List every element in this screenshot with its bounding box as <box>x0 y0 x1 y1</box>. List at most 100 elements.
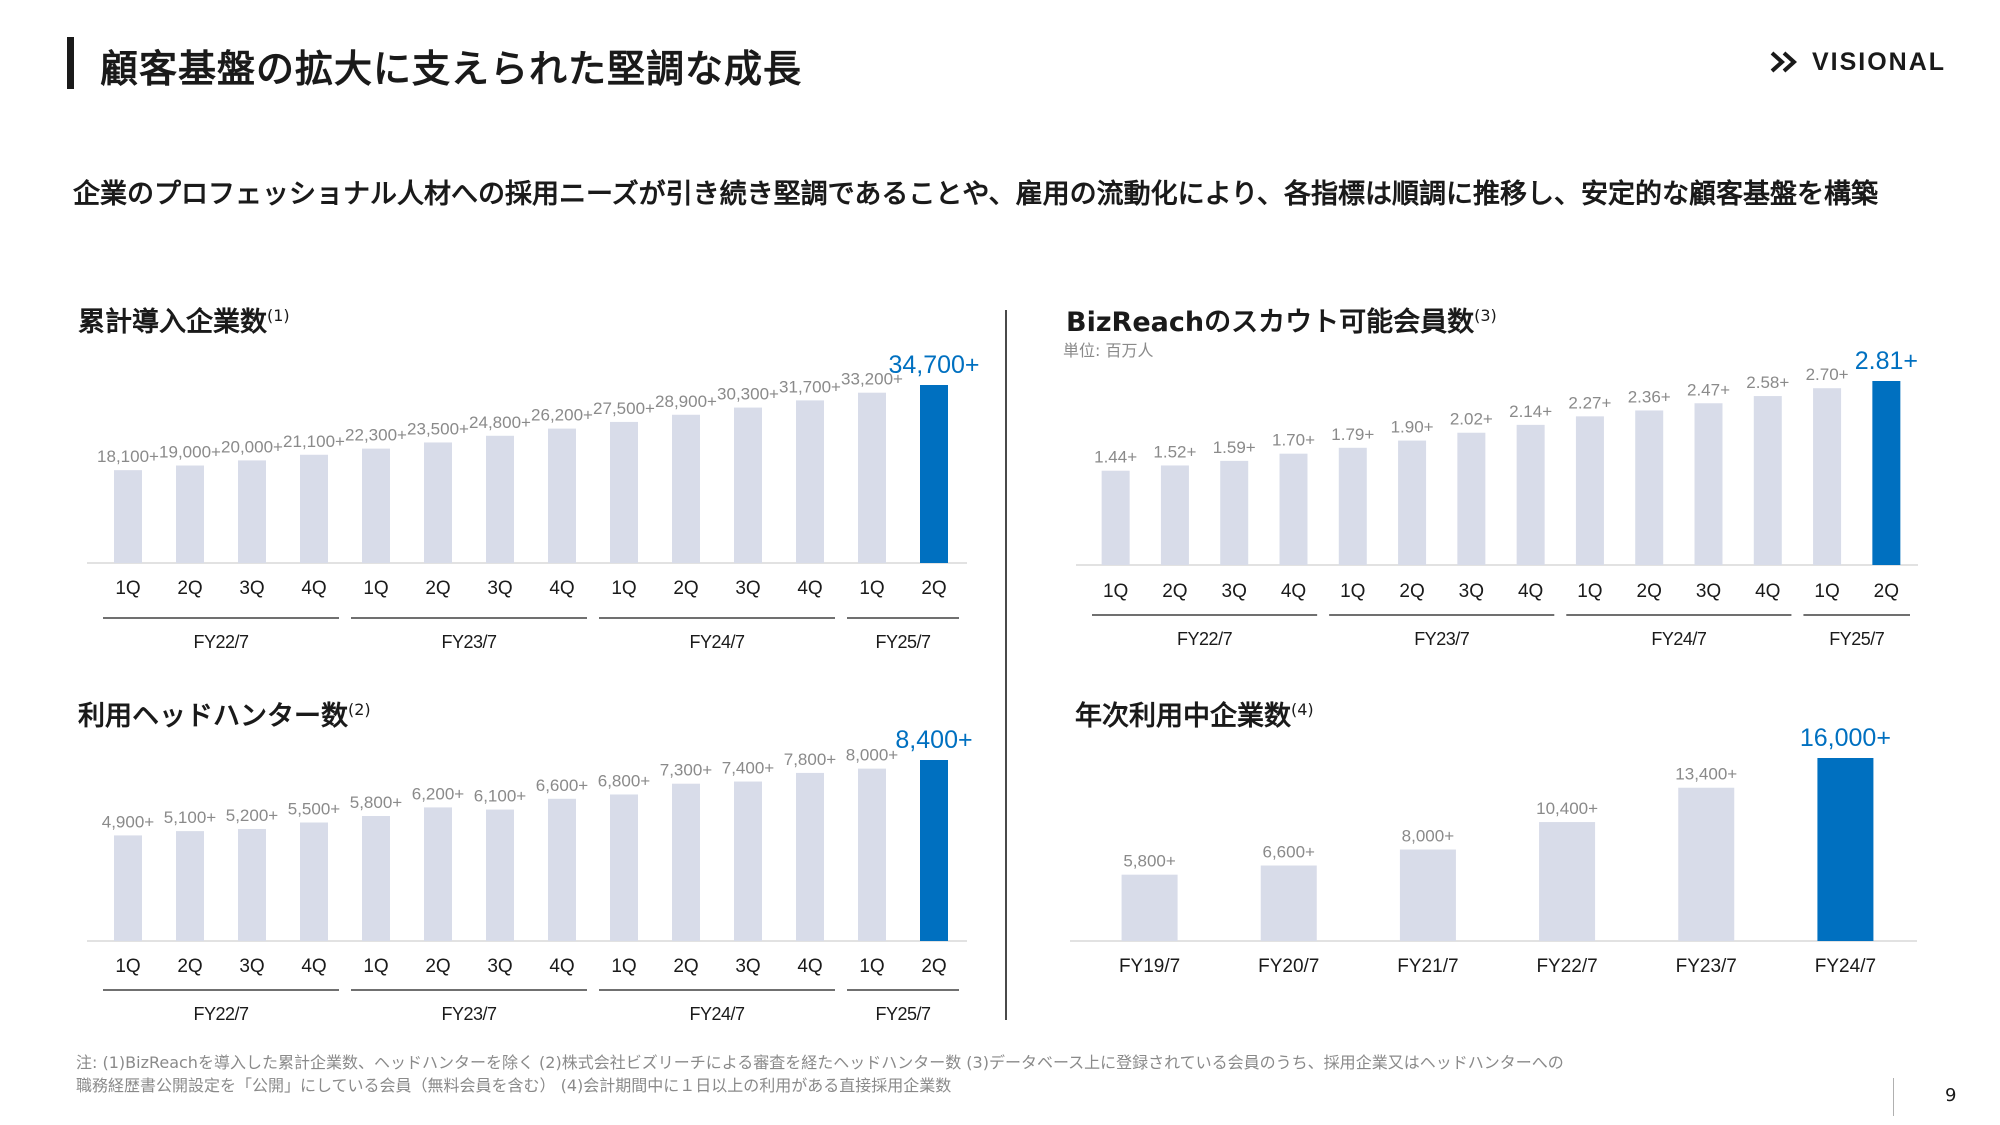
category-label: 1Q <box>115 956 140 977</box>
category-label: 2Q <box>1874 581 1899 602</box>
bar-highlight <box>920 760 948 941</box>
value-label: 7,400+ <box>722 759 775 778</box>
value-label: 7,300+ <box>660 761 713 780</box>
category-label: 2Q <box>1162 581 1187 602</box>
logo-text: VISIONAL <box>1812 47 1947 76</box>
bar <box>858 392 886 563</box>
category-label: 4Q <box>1755 581 1780 602</box>
bar <box>1457 432 1486 565</box>
category-label: 1Q <box>611 956 636 977</box>
category-label: 2Q <box>177 956 202 977</box>
value-label-highlight: 8,400+ <box>895 726 972 754</box>
value-label: 1.59+ <box>1213 438 1256 457</box>
chart-title-text: BizReachのスカウト可能会員数 <box>1066 307 1475 338</box>
category-label: FY21/7 <box>1397 956 1458 977</box>
bar <box>1399 849 1456 941</box>
unit-label: 単位: 百万人 <box>1063 341 1154 360</box>
category-label: 2Q <box>1637 581 1662 602</box>
category-label: 4Q <box>1518 581 1543 602</box>
bar <box>858 768 886 941</box>
bar <box>548 428 576 563</box>
category-label: 4Q <box>1281 581 1306 602</box>
group-label: FY23/7 <box>1414 629 1470 649</box>
category-label: 1Q <box>363 578 388 599</box>
title-accent-bar <box>67 37 74 89</box>
value-label: 5,200+ <box>226 806 279 825</box>
chart-note-mark: (3) <box>1474 306 1497 325</box>
group-label: FY23/7 <box>441 1004 497 1024</box>
bar <box>1635 410 1664 565</box>
category-label: 3Q <box>487 956 512 977</box>
category-label: 1Q <box>1340 581 1365 602</box>
value-label: 2.14+ <box>1509 402 1552 421</box>
chart-note-mark: (2) <box>348 700 371 719</box>
value-label: 30,300+ <box>717 385 779 404</box>
value-label: 8,000+ <box>1402 827 1455 846</box>
value-label: 23,500+ <box>407 419 469 438</box>
value-label: 24,800+ <box>469 413 531 432</box>
category-label: 1Q <box>859 956 884 977</box>
category-label: 3Q <box>735 956 760 977</box>
chart-title-annual-active-companies: 年次利用中企業数(4) <box>1075 694 1314 733</box>
category-label: 3Q <box>735 578 760 599</box>
value-label: 1.79+ <box>1331 425 1374 444</box>
group-label: FY24/7 <box>689 632 745 652</box>
category-label: 4Q <box>301 956 326 977</box>
category-label: 4Q <box>301 578 326 599</box>
value-label: 5,800+ <box>1123 852 1176 871</box>
group-label: FY23/7 <box>441 632 497 652</box>
value-label-highlight: 34,700+ <box>888 351 979 379</box>
bar <box>1398 440 1427 565</box>
category-label: 3Q <box>239 956 264 977</box>
chart-title-text: 利用ヘッドハンター数 <box>78 701 348 732</box>
value-label: 1.44+ <box>1094 448 1137 467</box>
bar <box>238 828 266 941</box>
chart-title-scout-members: BizReachのスカウト可能会員数(3) <box>1066 300 1497 339</box>
value-label: 6,100+ <box>474 787 527 806</box>
value-label: 2.70+ <box>1806 365 1849 384</box>
chart-title-text: 年次利用中企業数 <box>1075 701 1291 732</box>
category-label: FY23/7 <box>1676 956 1737 977</box>
bar <box>114 470 142 563</box>
bar <box>486 435 514 563</box>
value-label: 2.47+ <box>1687 380 1730 399</box>
category-label: 3Q <box>487 578 512 599</box>
page-title: 顧客基盤の拡大に支えられた堅調な成長 <box>100 47 803 91</box>
category-label: 3Q <box>1696 581 1721 602</box>
bar <box>114 835 142 941</box>
bar <box>1678 787 1735 941</box>
value-label-highlight: 16,000+ <box>1800 724 1891 752</box>
value-label: 6,600+ <box>1263 843 1316 862</box>
value-label: 20,000+ <box>221 437 283 456</box>
vertical-divider <box>1005 310 1007 1020</box>
bar-highlight <box>1872 381 1901 565</box>
value-label-highlight: 2.81+ <box>1855 347 1918 375</box>
page-number: 9 <box>1945 1085 1957 1106</box>
group-label: FY22/7 <box>193 1004 249 1024</box>
value-label: 26,200+ <box>531 406 593 425</box>
bar <box>610 794 638 941</box>
footnote-line: 職務経歴書公開設定を「公開」にしている会員（無料会員を含む） (4)会計期間中に… <box>76 1076 952 1095</box>
category-label: 3Q <box>1222 581 1247 602</box>
chart-title-text: 累計導入企業数 <box>78 307 267 338</box>
bar <box>1121 874 1178 941</box>
value-label: 2.36+ <box>1628 387 1671 406</box>
bar <box>486 809 514 941</box>
value-label: 31,700+ <box>779 377 841 396</box>
value-label: 5,100+ <box>164 808 217 827</box>
group-label: FY25/7 <box>875 1004 931 1024</box>
bar <box>300 454 328 563</box>
lead-text: 企業のプロフェッショナル人材への採用ニーズが引き続き堅調であることや、雇用の流動… <box>73 179 1878 210</box>
page-number-separator <box>1893 1078 1894 1116</box>
value-label: 5,500+ <box>288 799 341 818</box>
value-label: 22,300+ <box>345 426 407 445</box>
bar <box>238 460 266 563</box>
category-label: 1Q <box>1814 581 1839 602</box>
bar <box>300 822 328 941</box>
category-label: 2Q <box>921 956 946 977</box>
value-label: 28,900+ <box>655 392 717 411</box>
bar <box>424 442 452 563</box>
value-label: 18,100+ <box>97 447 159 466</box>
bar-highlight <box>1817 758 1874 941</box>
value-label: 21,100+ <box>283 432 345 451</box>
